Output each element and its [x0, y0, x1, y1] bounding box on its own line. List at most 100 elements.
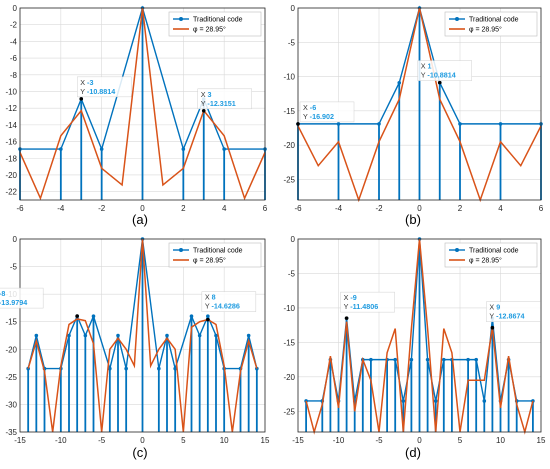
x-tick-label: 10: [220, 436, 229, 445]
x-tick-label: -2: [98, 204, 106, 213]
y-tick-label: -25: [5, 373, 17, 382]
y-tick-label: -30: [5, 400, 17, 409]
datatip-x-value: 1: [428, 62, 432, 71]
datatip: X -8Y -13.9794: [0, 287, 79, 318]
series-point-traditional: [498, 122, 503, 126]
series-point-traditional: [409, 357, 414, 362]
legend: Traditional code φ = 28.95°: [444, 242, 538, 268]
series-point-traditional: [377, 122, 381, 126]
datatip-box: [0, 287, 44, 309]
legend-marker-traditional: [179, 17, 183, 21]
datatip-point: [75, 314, 79, 318]
axes-frame: [297, 7, 542, 201]
x-tick-label: 15: [261, 436, 270, 445]
y-tick-label: -10: [5, 87, 17, 96]
y-tick-label: -25: [283, 407, 295, 416]
y-tick-label: -20: [5, 171, 17, 180]
y-tick-label: 0: [291, 235, 296, 244]
datatip: X 8Y -14.6286: [201, 291, 257, 322]
legend-box: [444, 11, 538, 37]
legend-box: [168, 242, 262, 268]
y-tick-label: -6: [10, 54, 18, 63]
series-point-traditional: [124, 366, 128, 371]
datatip-x-value: 8: [212, 293, 216, 302]
datatip-box: [299, 101, 355, 123]
x-tick-label: 4: [222, 204, 227, 213]
datatip-box: [486, 301, 541, 322]
x-tick-label: 0: [140, 204, 145, 213]
datatip-y-text: Y -11.4806: [344, 302, 379, 311]
series-point-traditional: [222, 147, 226, 151]
y-tick-label: 0: [13, 235, 18, 244]
datatip-point: [206, 317, 210, 322]
panel-caption: (d): [405, 445, 421, 460]
datatip-x-text: X -8: [0, 289, 5, 298]
series-point-traditional: [482, 399, 487, 403]
datatip-y-text: Y -13.9794: [0, 298, 27, 307]
x-tick-label: -2: [375, 204, 383, 213]
datatip-y-text: Y -16.902: [303, 112, 334, 121]
legend-label-traditional: Traditional code: [193, 17, 243, 24]
series-point-traditional: [246, 333, 251, 338]
x-tick-label: -5: [375, 436, 383, 445]
datatip-y-text: Y -10.8814: [80, 87, 115, 96]
datatip-box: [77, 76, 132, 98]
series-point-traditional: [59, 147, 63, 151]
x-tick-label: -10: [55, 436, 67, 445]
legend-label-phi: φ = 28.95°: [469, 257, 502, 265]
series-point-traditional: [34, 333, 39, 338]
datatip-point: [79, 97, 84, 101]
datatip-point: [490, 325, 495, 330]
legend-box: [168, 11, 262, 37]
series-point-traditional: [393, 357, 398, 362]
legend-marker-traditional: [455, 17, 459, 21]
datatip-x-value: -8: [0, 289, 5, 298]
legend-label-traditional: Traditional code: [469, 17, 519, 24]
x-tick-label: 5: [181, 436, 186, 445]
datatip-x-text: X -3: [80, 78, 93, 87]
x-tick-label: -15: [14, 436, 26, 445]
y-tick-label: -20: [283, 141, 295, 150]
panel-caption: (b): [405, 212, 421, 227]
series-point-traditional: [173, 366, 177, 371]
x-tick-label: 15: [537, 436, 546, 445]
series-point-traditional: [67, 333, 71, 338]
datatip-y-text: Y -10.8814: [421, 71, 456, 80]
datatip: X -6Y -16.902: [296, 101, 355, 126]
y-tick-label: -15: [5, 318, 17, 327]
datatip-y-value: -10.8814: [427, 71, 455, 80]
legend: Traditional code φ = 28.95°: [444, 11, 538, 37]
datatip-x-value: -3: [87, 78, 93, 87]
x-tick-label: -6: [16, 204, 24, 213]
x-tick-label: 2: [181, 204, 186, 213]
x-tick-label: 0: [140, 436, 145, 445]
x-tick-label: 6: [263, 204, 268, 213]
x-tick-label: 0: [417, 204, 422, 213]
datatip: X 1Y -10.8814: [417, 60, 472, 85]
series-point-traditional: [401, 399, 406, 403]
series-point-traditional: [474, 357, 479, 362]
datatip-y-value: -13.9794: [0, 298, 27, 307]
datatip-x-value: 3: [208, 90, 212, 99]
x-tick-label: 10: [496, 436, 505, 445]
datatip-y-value: -11.4806: [350, 302, 378, 311]
chart-panel-d: -15 -10 -5 0 5 10 15 0 -5 -10 -15 -20 -25 Traditional…: [283, 235, 546, 445]
datatip-x-text: X -6: [303, 103, 316, 112]
y-tick-label: -10: [283, 304, 295, 313]
datatip-point: [201, 109, 206, 113]
y-tick-label: -15: [283, 338, 295, 347]
legend-marker-traditional: [179, 248, 183, 252]
series-point-traditional: [442, 357, 446, 362]
y-tick-label: -5: [288, 38, 296, 47]
y-tick-label: -8: [10, 71, 18, 80]
series-point-traditional: [397, 80, 402, 85]
legend-box: [444, 242, 538, 268]
series-point-traditional: [189, 314, 194, 319]
datatip-box: [417, 60, 472, 81]
legend-label-traditional: Traditional code: [469, 248, 519, 255]
series-point-traditional: [197, 333, 202, 338]
y-tick-label: -14: [5, 121, 17, 130]
x-tick-label: 6: [539, 204, 544, 213]
y-tick-label: -5: [288, 269, 296, 278]
